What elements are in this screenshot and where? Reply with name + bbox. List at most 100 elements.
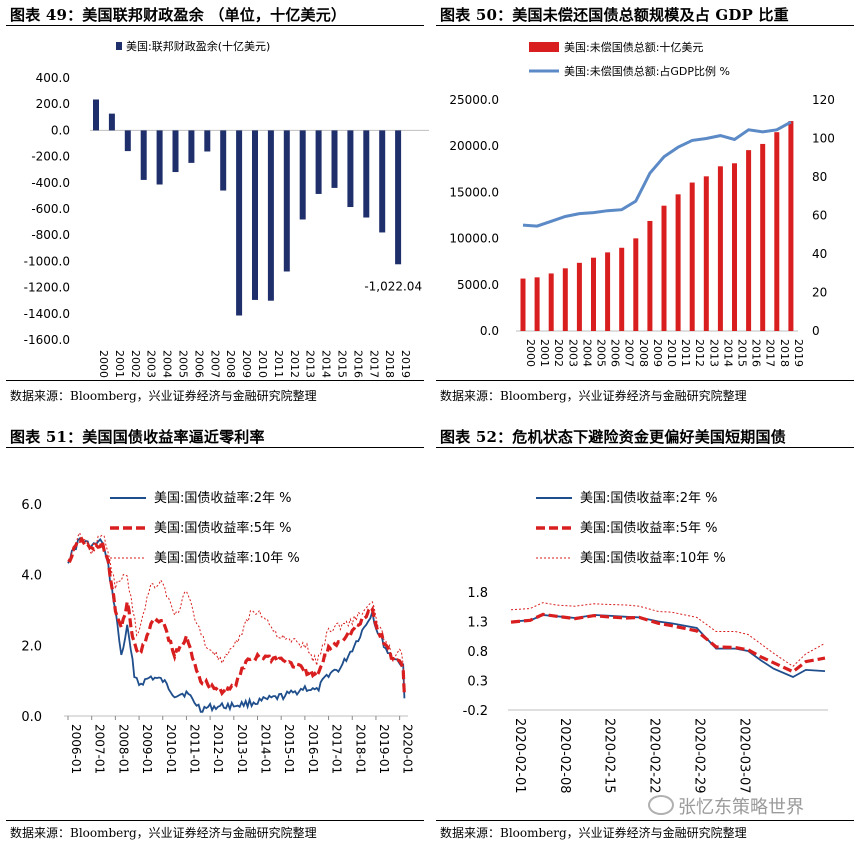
x-tick-label: 2011 (272, 350, 285, 378)
bar-2010 (252, 130, 258, 300)
x-tick-label: 2011 (679, 339, 692, 367)
series-line-0 (67, 537, 406, 713)
x-tick-label: 2006-01 (69, 724, 83, 774)
bar-2019 (788, 121, 794, 331)
chart-title: 图表 51：美国国债收益率逼近零利率 (10, 428, 265, 446)
x-tick-label: 2014 (320, 350, 333, 378)
x-tick-label: 2006 (609, 339, 622, 367)
y-right-tick-label: 80 (812, 170, 827, 184)
x-tick-label: 2001 (113, 350, 126, 378)
x-tick-label: 2005 (177, 350, 190, 378)
x-tick-label: 2018 (383, 350, 396, 378)
bar-2005 (591, 257, 596, 331)
legend-label: 美国:国债收益率:2年 % (580, 490, 718, 506)
x-tick-label: 2008 (224, 350, 237, 378)
bar-2017 (363, 130, 370, 218)
y-right-tick-label: 40 (812, 247, 827, 261)
x-tick-label: 2016 (750, 339, 763, 367)
x-tick-label: 2019 (399, 350, 412, 378)
bar-2013 (703, 176, 709, 331)
title-rule (6, 25, 424, 26)
bar-2004 (576, 262, 582, 331)
y-tick-label: -200.0 (31, 150, 70, 164)
y-tick-label: 6.0 (21, 498, 42, 513)
x-tick-label: 2005 (595, 339, 608, 367)
bar-2008 (220, 130, 227, 191)
source-rule (6, 380, 424, 381)
bar-2011 (675, 194, 681, 331)
bar-2014 (315, 130, 322, 194)
bar-2016 (347, 130, 354, 208)
bar-2008 (633, 238, 639, 331)
x-tick-label: 2004 (580, 339, 593, 367)
bar-2000 (520, 278, 526, 331)
bar-2012 (689, 182, 695, 331)
bar-2017 (760, 143, 766, 331)
bar-2010 (661, 205, 667, 331)
y-tick-label: 1.3 (467, 616, 488, 631)
watermark: 张忆东策略世界 (648, 793, 804, 819)
y-tick-label: 0.0 (21, 710, 42, 725)
y-left-tick-label: 0.0 (480, 324, 499, 338)
title-rule (436, 25, 854, 26)
bar-2000 (93, 99, 99, 131)
x-tick-label: 2020-03-07 (736, 718, 751, 794)
chart-title: 图表 50：美国未偿还国债总额规模及占 GDP 比重 (440, 6, 789, 24)
chart-title: 图表 49：美国联邦财政盈余 （单位，十亿美元） (10, 6, 347, 24)
x-tick-label: 2009-01 (140, 724, 154, 774)
bar-2006 (605, 252, 611, 331)
legend-label: 美国:未偿国债总额:占GDP比例 % (564, 64, 730, 78)
x-tick-label: 2014 (721, 339, 734, 367)
y-left-tick-label: 5000.0 (457, 278, 499, 292)
series-line-2 (510, 602, 826, 667)
x-tick-label: 2020-02-15 (602, 718, 617, 794)
x-tick-label: 2020-02-08 (557, 718, 572, 794)
y-tick-label: 4.0 (21, 569, 42, 584)
bar-2005 (172, 130, 179, 173)
x-tick-label: 2009 (651, 339, 664, 367)
source-rule (436, 380, 854, 381)
series-line-0 (510, 614, 826, 679)
x-tick-label: 2007 (623, 339, 636, 367)
bar-2004 (156, 130, 163, 185)
x-tick-label: 2007-01 (93, 724, 107, 774)
legend-label: 美国:联邦财政盈余(十亿美元) (126, 39, 270, 53)
y-tick-label: 0.0 (51, 123, 70, 137)
panel-fiscal-surplus: 图表 49：美国联邦财政盈余 （单位，十亿美元） 400.0 200.0 0.0 -2… (6, 0, 429, 412)
x-tick-label: 2012-01 (211, 724, 225, 774)
x-tick-label: 2003 (566, 339, 579, 367)
y-tick-label: -0.2 (463, 704, 488, 719)
legend-label: 美国:国债收益率:10年 % (580, 550, 726, 566)
y-left-tick-label: 15000.0 (449, 185, 499, 199)
x-tick-label: 2000 (524, 339, 537, 367)
chart-treasury-yields: 6.0 4.0 2.0 0.0 2006-01 2007-01 2008-01 2009-01… (21, 490, 414, 774)
y-tick-label: 1.8 (467, 586, 488, 601)
x-tick-label: 2016-01 (306, 724, 320, 774)
y-tick-label: -1200.0 (24, 281, 70, 295)
legend-label: 美国:国债收益率:5年 % (154, 520, 292, 536)
bar-2009 (647, 220, 653, 331)
bar-2012 (283, 130, 290, 272)
y-tick-label: 400.0 (36, 71, 70, 85)
x-tick-label: 2012 (693, 339, 706, 367)
bar-2001 (534, 277, 540, 331)
x-tick-label: 2019-01 (377, 724, 391, 774)
x-tick-label: 2006 (192, 350, 205, 378)
x-tick-label: 2008 (637, 339, 650, 367)
series-line-2 (67, 531, 405, 692)
bar-2011 (267, 130, 274, 301)
chart-title: 图表 52：危机状态下避险资金更偏好美国短期国债 (440, 428, 786, 446)
x-tick-label: 2010-01 (164, 724, 178, 774)
wechat-icon (648, 795, 674, 815)
bar-2003 (562, 268, 568, 331)
title-rule (436, 447, 854, 448)
x-tick-label: 2020-02-29 (691, 718, 706, 794)
y-tick-label: -600.0 (31, 202, 70, 216)
x-tick-label: 2013 (707, 339, 720, 367)
bar-2019 (395, 130, 402, 265)
x-tick-label: 2013-01 (235, 724, 249, 774)
bar-2018 (379, 130, 386, 233)
y-right-tick-label: 100 (812, 132, 835, 146)
legend-label: 美国:国债收益率:10年 % (154, 550, 300, 566)
y-left-tick-label: 25000.0 (449, 93, 499, 107)
